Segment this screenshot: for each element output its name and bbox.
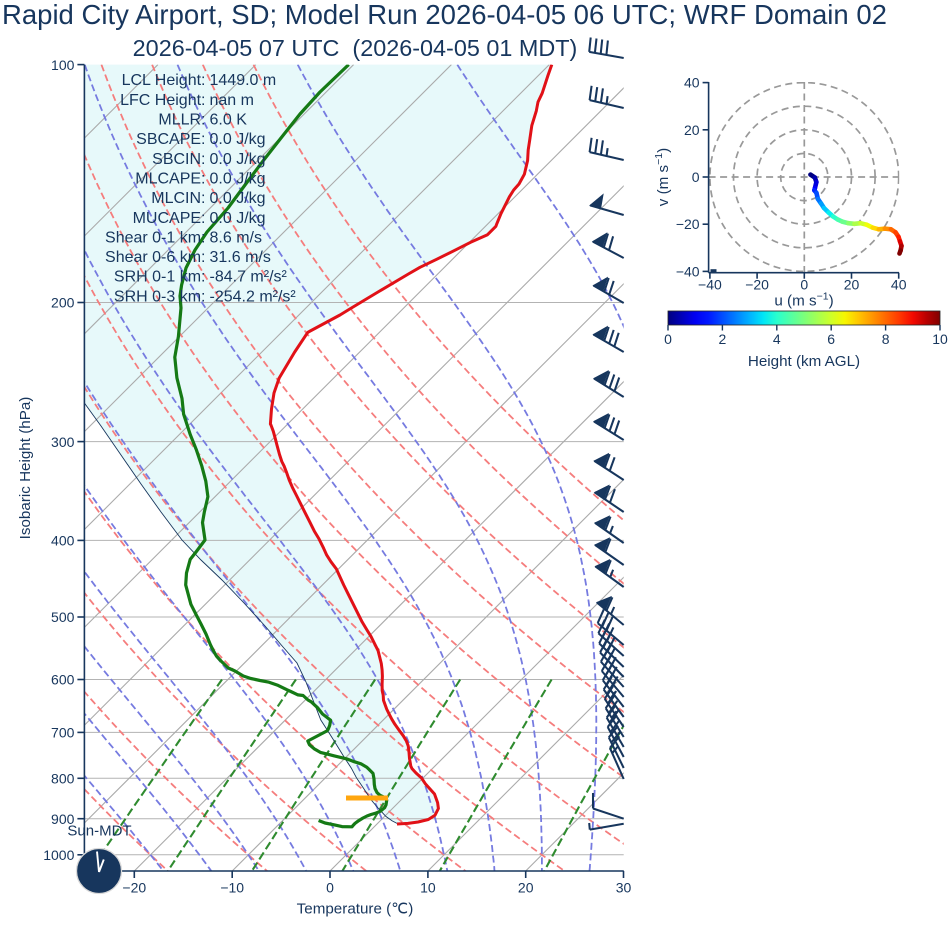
svg-text:0: 0: [692, 169, 700, 185]
svg-text:MLCAPE:: MLCAPE:: [135, 170, 205, 187]
svg-text:0.0 J/kg: 0.0 J/kg: [210, 170, 266, 187]
svg-text:Height (km AGL): Height (km AGL): [748, 353, 860, 370]
svg-text:20: 20: [844, 277, 860, 293]
svg-text:Isobaric Height (hPa): Isobaric Height (hPa): [17, 397, 34, 540]
svg-text:8.6 m/s: 8.6 m/s: [210, 229, 262, 246]
svg-text:20: 20: [518, 880, 534, 896]
svg-text:0: 0: [800, 277, 808, 293]
svg-text:0.0 J/kg: 0.0 J/kg: [210, 190, 266, 207]
svg-text:500: 500: [51, 609, 75, 625]
svg-text:800: 800: [51, 771, 75, 787]
svg-text:40: 40: [684, 75, 700, 91]
svg-text:400: 400: [51, 533, 75, 549]
svg-text:SBCIN:: SBCIN:: [152, 151, 205, 168]
svg-text:Sun-MDT: Sun-MDT: [67, 823, 131, 840]
svg-text:−40: −40: [676, 263, 700, 279]
svg-text:6: 6: [827, 331, 835, 347]
svg-text:Shear 0-6 km:: Shear 0-6 km:: [105, 249, 205, 266]
svg-text:Shear 0-1 km:: Shear 0-1 km:: [105, 229, 205, 246]
svg-text:0: 0: [664, 331, 672, 347]
svg-text:1449.0 m: 1449.0 m: [210, 72, 277, 89]
svg-text:Rapid City Airport, SD; Model: Rapid City Airport, SD; Model Run 2026-0…: [2, 0, 887, 30]
svg-text:300: 300: [51, 434, 75, 450]
svg-text:600: 600: [51, 672, 75, 688]
svg-text:700: 700: [51, 725, 75, 741]
svg-text:0.0 J/kg: 0.0 J/kg: [210, 131, 266, 148]
svg-text:SRH 0-1 km:: SRH 0-1 km:: [114, 269, 206, 286]
svg-text:30: 30: [616, 880, 632, 896]
svg-text:Temperature (℃): Temperature (℃): [297, 901, 414, 918]
svg-text:31.6 m/s: 31.6 m/s: [210, 249, 271, 266]
svg-text:0: 0: [326, 880, 334, 896]
svg-text:1000: 1000: [43, 847, 74, 863]
svg-text:MLCIN:: MLCIN:: [151, 190, 205, 207]
svg-text:MUCAPE:: MUCAPE:: [133, 210, 206, 227]
svg-text:10: 10: [932, 331, 948, 347]
svg-text:40: 40: [891, 277, 907, 293]
svg-text:200: 200: [51, 295, 75, 311]
svg-text:LCL Height:: LCL Height:: [122, 72, 206, 89]
svg-text:−20: −20: [122, 880, 146, 896]
svg-text:SBCAPE:: SBCAPE:: [136, 131, 205, 148]
svg-text:0.0 J/kg: 0.0 J/kg: [210, 151, 266, 168]
svg-text:2026-04-05 07 UTC (2026-04-05: 2026-04-05 07 UTC (2026-04-05 01 MDT): [133, 35, 578, 61]
svg-text:10: 10: [420, 880, 436, 896]
svg-text:100: 100: [51, 57, 75, 73]
svg-text:SRH 0-3 km:: SRH 0-3 km:: [114, 288, 206, 305]
svg-text:nan m: nan m: [210, 92, 254, 109]
svg-text:4: 4: [773, 331, 781, 347]
svg-text:−20: −20: [676, 216, 700, 232]
svg-text:LFC Height:: LFC Height:: [120, 92, 205, 109]
svg-text:0.0 J/kg: 0.0 J/kg: [210, 210, 266, 227]
svg-text:-254.2 m²/s²: -254.2 m²/s²: [210, 288, 297, 305]
svg-text:8: 8: [882, 331, 890, 347]
svg-text:2: 2: [719, 331, 727, 347]
svg-text:6.0 K: 6.0 K: [210, 112, 248, 129]
svg-text:−20: −20: [745, 277, 769, 293]
svg-text:−10: −10: [220, 880, 244, 896]
svg-text:−40: −40: [698, 277, 722, 293]
svg-text:MLLR:: MLLR:: [158, 112, 205, 129]
svg-text:20: 20: [684, 122, 700, 138]
svg-text:-84.7 m²/s²: -84.7 m²/s²: [210, 269, 288, 286]
